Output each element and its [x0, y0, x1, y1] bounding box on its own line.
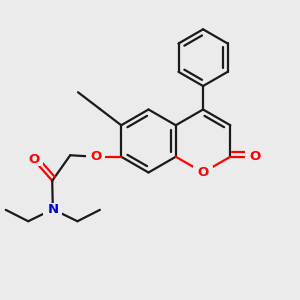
Text: O: O — [249, 150, 261, 163]
Text: O: O — [90, 150, 101, 163]
Text: O: O — [197, 166, 209, 179]
Bar — [86, 150, 105, 163]
Bar — [245, 150, 265, 163]
Bar — [194, 166, 213, 179]
Bar — [43, 203, 62, 216]
Bar — [24, 153, 43, 166]
Text: N: N — [47, 203, 58, 216]
Text: O: O — [28, 153, 39, 166]
